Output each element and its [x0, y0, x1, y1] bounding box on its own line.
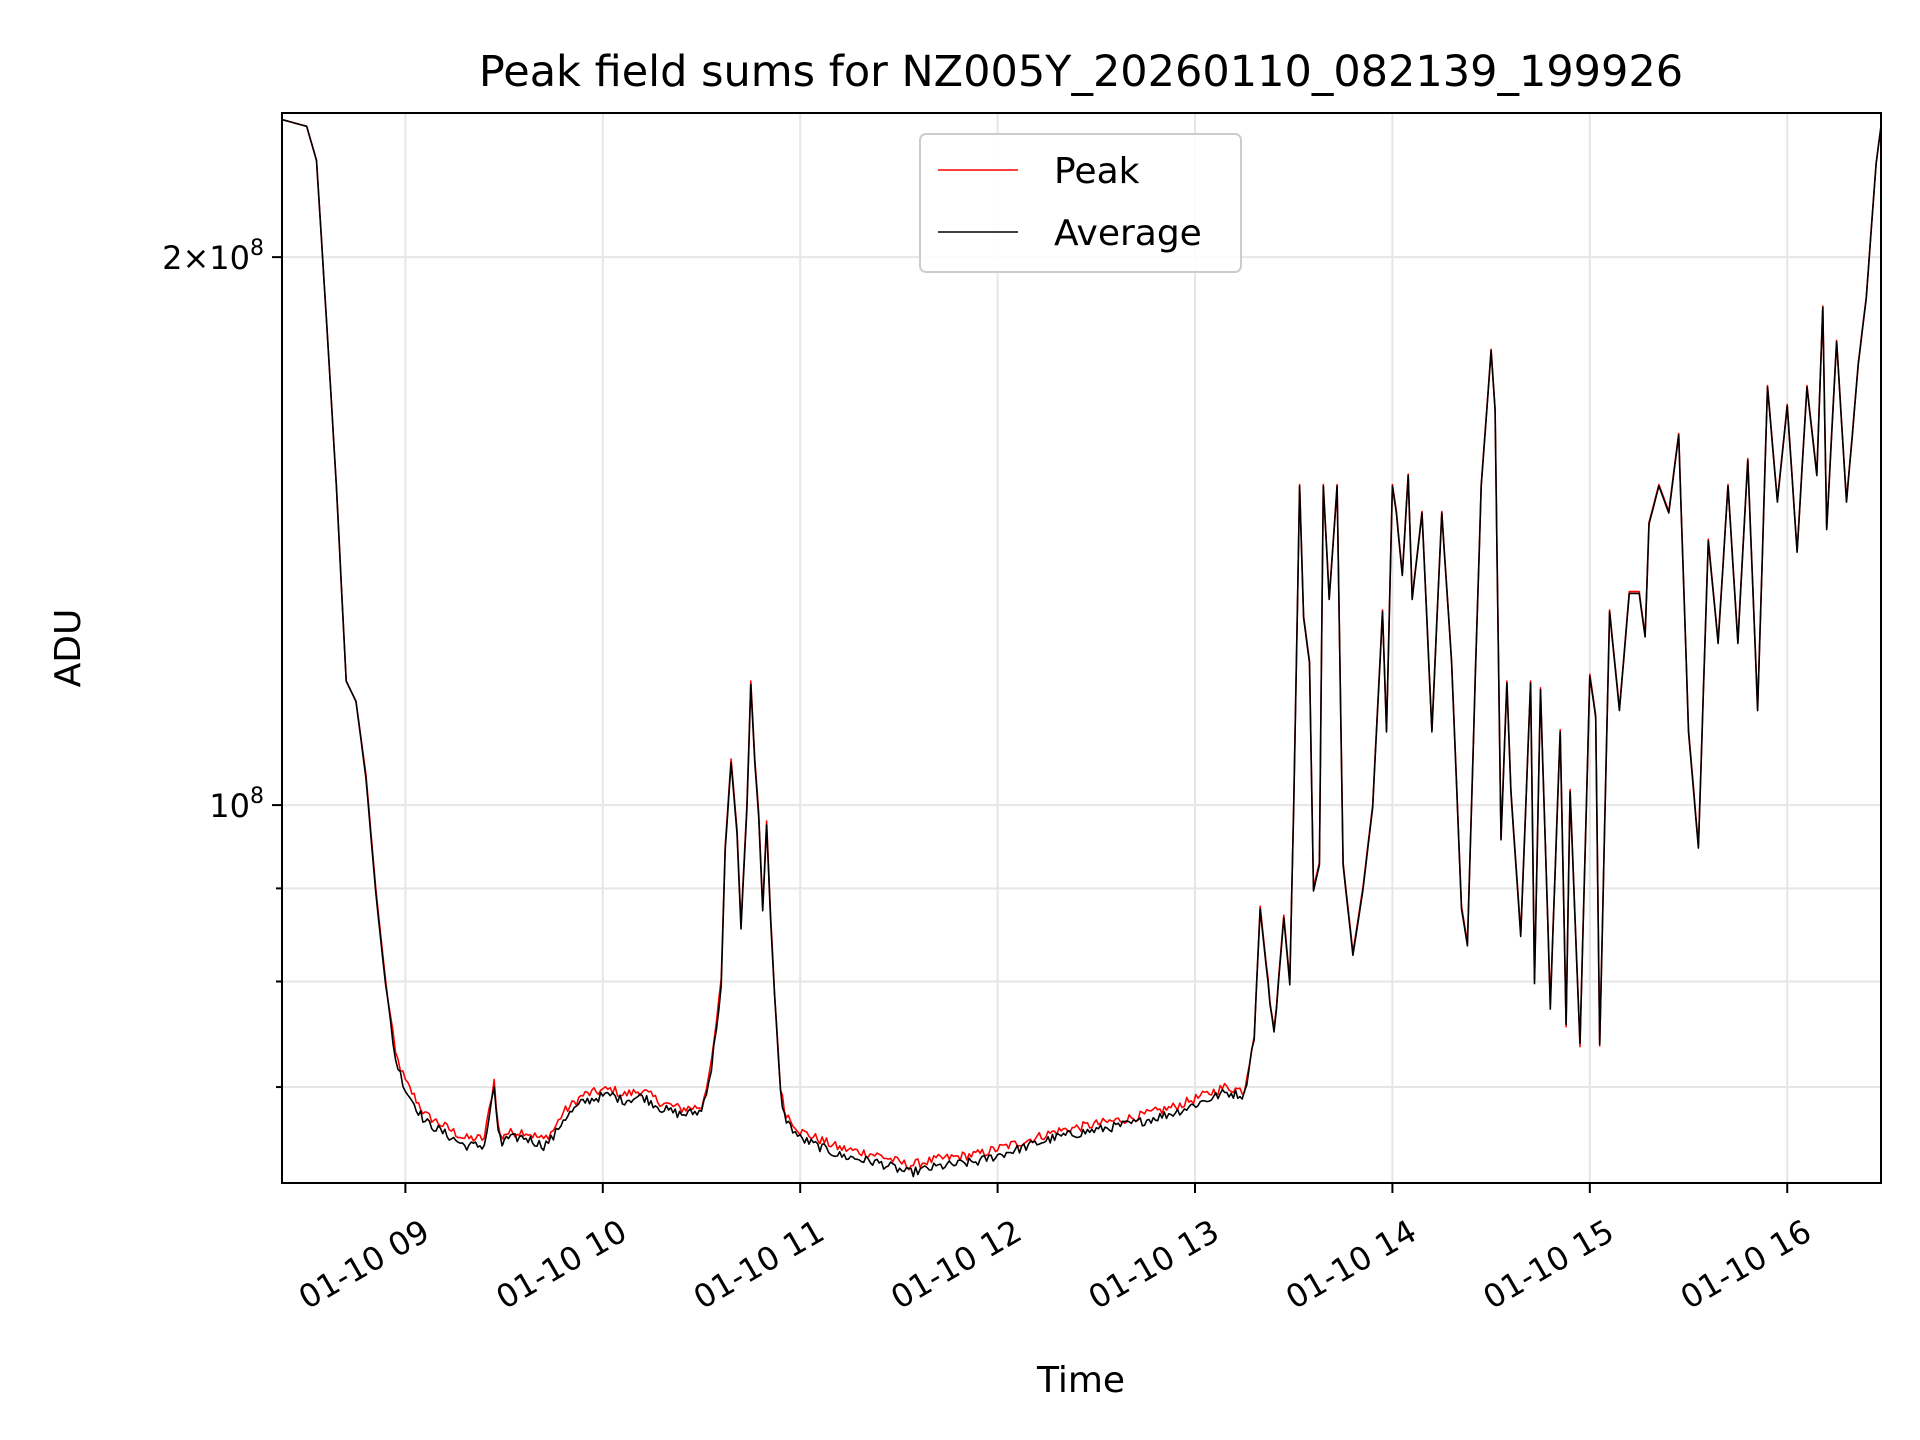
x-axis-label: Time	[1036, 1360, 1125, 1401]
y-tick-label: 2×108	[162, 236, 264, 277]
series-line-average	[281, 118, 1882, 1178]
y-axis: 108 2×108	[162, 236, 282, 1089]
series-layer	[281, 118, 1882, 1178]
axes-frame	[281, 112, 1882, 1184]
plot-area	[282, 113, 1881, 1183]
legend-box	[919, 133, 1242, 273]
chart-title: Peak field sums for NZ005Y_20260110_0821…	[479, 47, 1683, 97]
legend-label: Average	[1054, 213, 1202, 254]
y-tick-label: 108	[209, 784, 264, 825]
y-axis-label: ADU	[48, 609, 89, 688]
legend-label: Peak	[1054, 151, 1140, 192]
legend: Peak Average	[919, 133, 1242, 273]
